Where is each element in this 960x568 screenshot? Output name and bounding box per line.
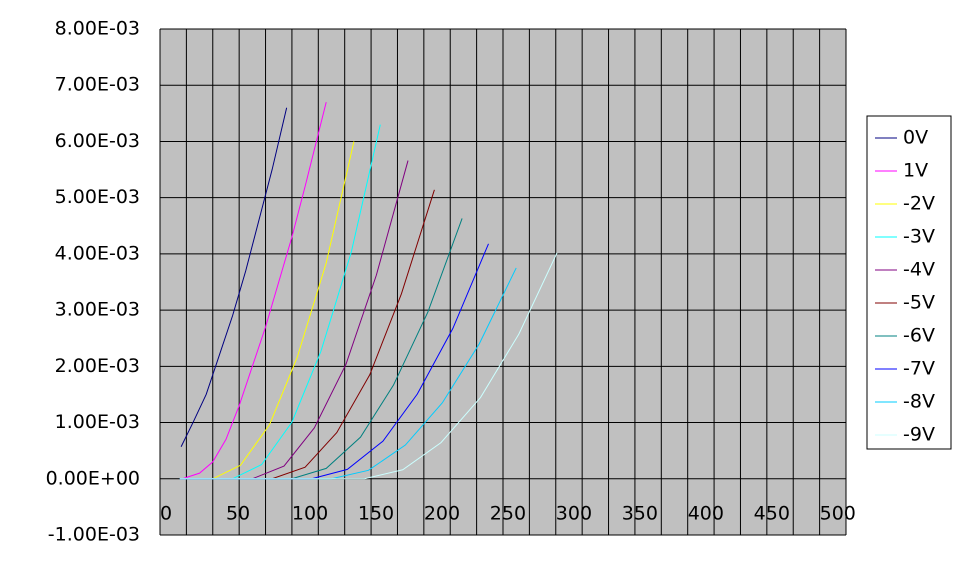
legend-label: -4V xyxy=(903,259,935,281)
series-line xyxy=(179,252,558,480)
y-tick-label: 1.00E-03 xyxy=(55,411,140,433)
y-tick-label: -1.00E-03 xyxy=(48,524,140,546)
legend-label: -9V xyxy=(903,424,935,446)
y-tick-label: 7.00E-03 xyxy=(55,74,140,96)
y-tick-label: 3.00E-03 xyxy=(55,299,140,321)
x-tick-label: 150 xyxy=(358,503,394,525)
y-tick-label: 2.00E-03 xyxy=(55,355,140,377)
x-tick-label: 100 xyxy=(292,503,328,525)
y-tick-label: 4.00E-03 xyxy=(55,242,140,264)
series-line xyxy=(182,101,327,480)
y-tick-label: 8.00E-03 xyxy=(55,18,140,40)
legend-label: 1V xyxy=(903,160,928,182)
legend-label: -7V xyxy=(903,358,935,380)
x-tick-label: 50 xyxy=(226,503,250,525)
y-tick-label: 5.00E-03 xyxy=(55,186,140,208)
x-tick-label: 500 xyxy=(820,503,856,525)
x-tick-label: 400 xyxy=(688,503,724,525)
series-line xyxy=(180,107,288,447)
legend-label: -6V xyxy=(903,325,935,347)
x-tick-label: 450 xyxy=(754,503,790,525)
y-tick-label: 0.00E+00 xyxy=(46,467,140,489)
legend-label: -8V xyxy=(903,391,935,413)
legend-label: -3V xyxy=(903,226,935,248)
y-tick-label: 6.00E-03 xyxy=(55,130,140,152)
legend-label: -2V xyxy=(903,193,935,215)
x-tick-label: 350 xyxy=(622,503,658,525)
x-tick-label: 0 xyxy=(160,503,172,525)
x-tick-label: 200 xyxy=(424,503,460,525)
x-tick-label: 250 xyxy=(490,503,526,525)
legend-label: 0V xyxy=(903,127,928,149)
legend-label: -5V xyxy=(903,292,935,314)
x-tick-label: 300 xyxy=(556,503,592,525)
